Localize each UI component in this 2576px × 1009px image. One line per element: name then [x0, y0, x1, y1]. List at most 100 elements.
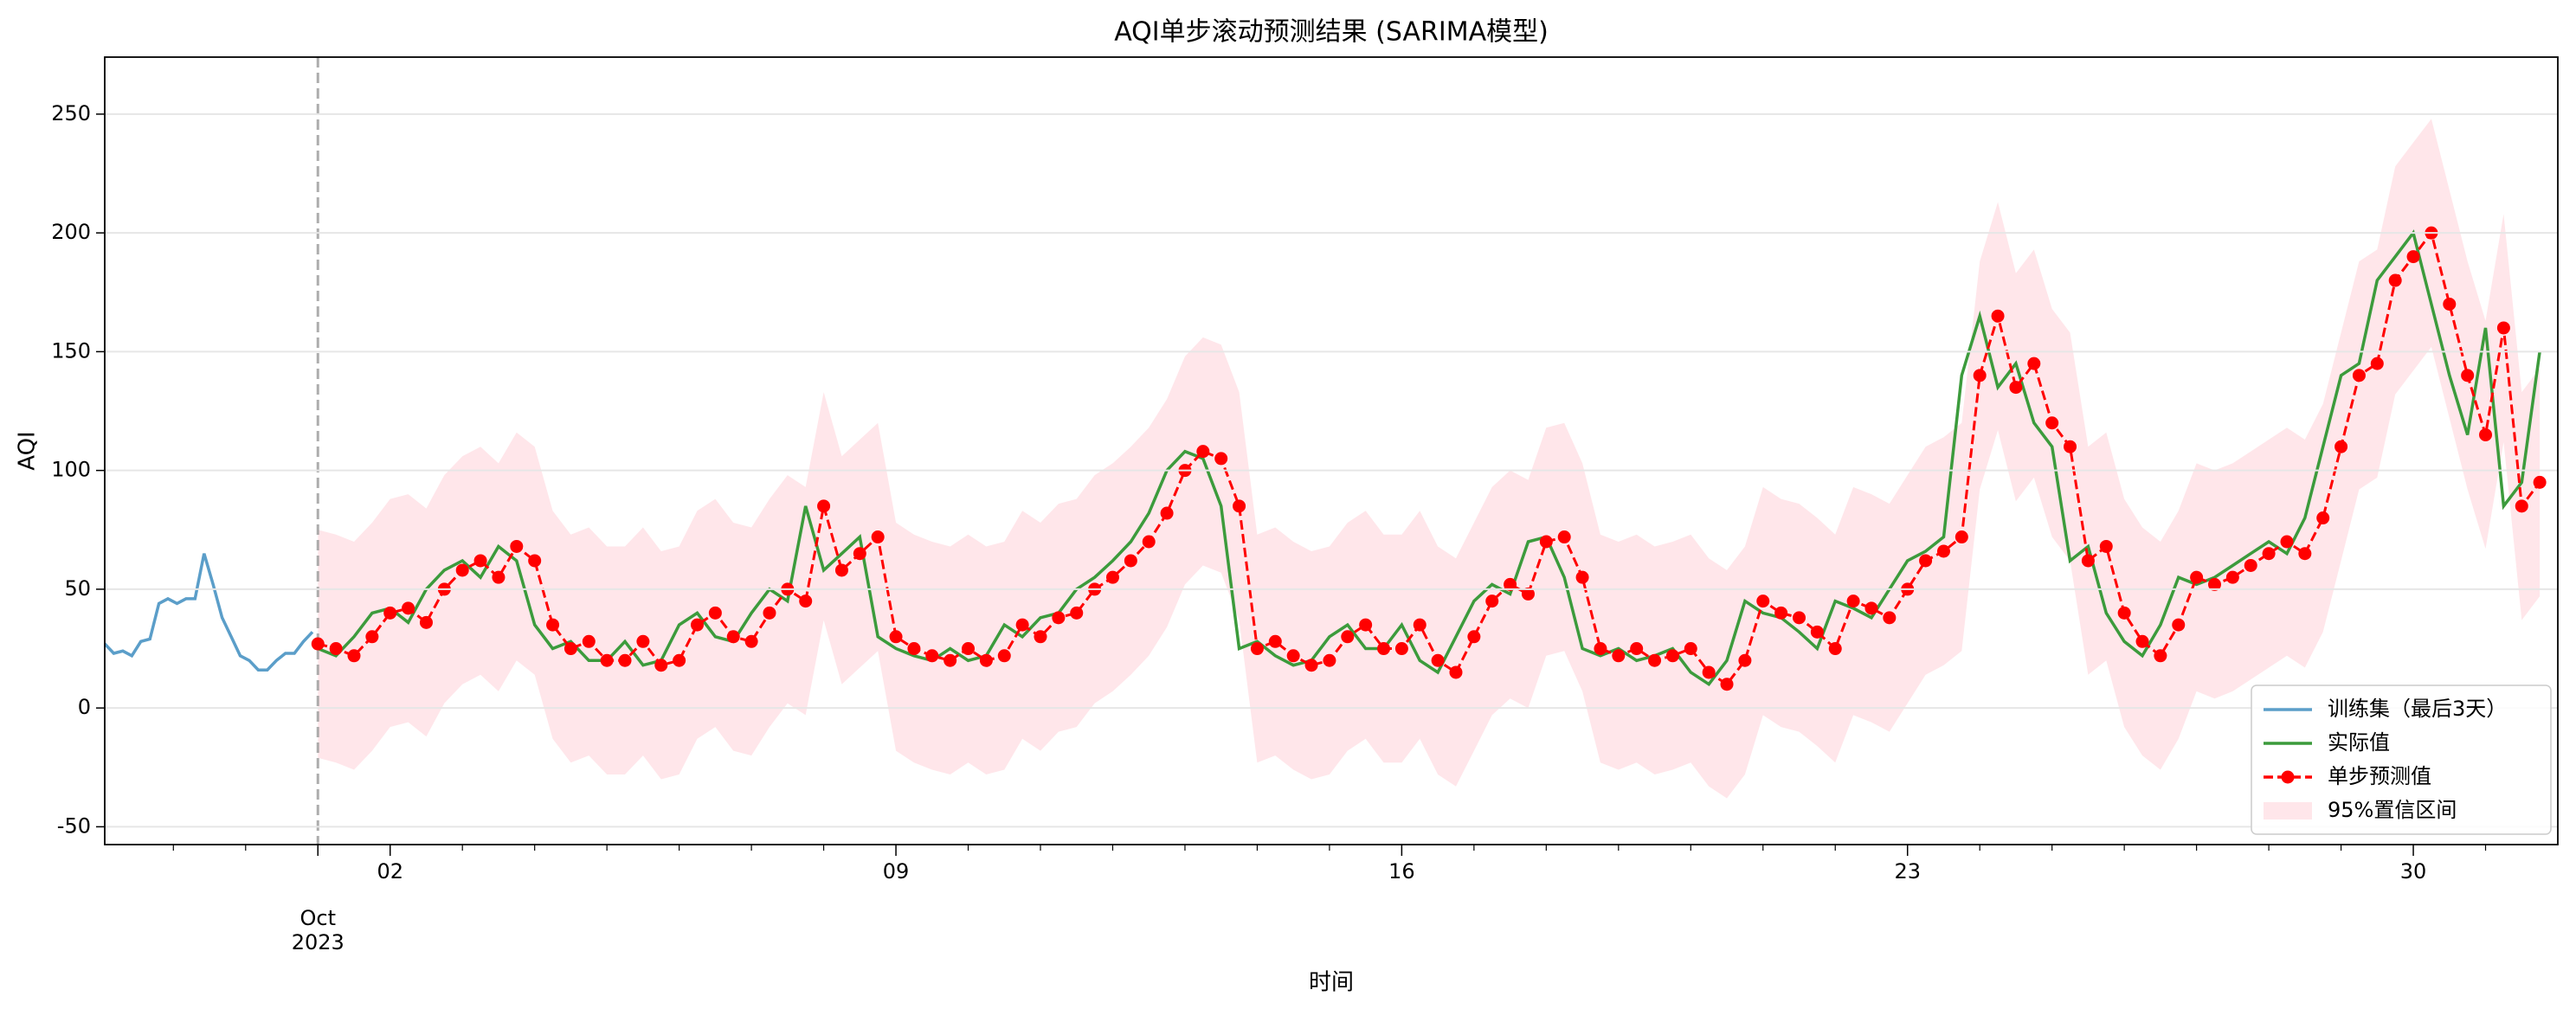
- predict-point: [311, 637, 325, 651]
- predict-point: [1738, 653, 1752, 667]
- predict-point: [473, 554, 487, 568]
- predict-point: [1810, 625, 1824, 639]
- x-tick-label: 16: [1388, 859, 1415, 884]
- predict-point: [1864, 601, 1878, 615]
- predict-point: [1160, 506, 1174, 520]
- predict-point: [1702, 665, 1716, 679]
- predict-point: [2461, 369, 2475, 382]
- predict-point: [365, 630, 379, 644]
- x-tick-label: 02: [377, 859, 403, 884]
- predict-point: [636, 634, 650, 648]
- predict-point: [419, 615, 433, 629]
- predict-point: [2298, 547, 2312, 561]
- predict-point: [546, 618, 560, 632]
- predict-point: [2099, 539, 2113, 553]
- y-tick-label: 200: [51, 220, 91, 244]
- predict-point: [1015, 618, 1029, 632]
- predict-point: [1394, 642, 1408, 656]
- plot-frame: [104, 56, 2559, 845]
- predict-point: [528, 554, 542, 568]
- predict-point: [1214, 452, 1228, 466]
- predict-point: [925, 649, 939, 663]
- predict-point: [2316, 511, 2330, 525]
- predict-point: [871, 530, 885, 544]
- predict-point: [907, 642, 921, 656]
- predict-point: [1919, 554, 1933, 568]
- predict-point: [2172, 618, 2186, 632]
- predict-point: [455, 563, 469, 577]
- predict-point: [1828, 642, 1842, 656]
- predict-point: [1467, 630, 1481, 644]
- predict-point: [2207, 577, 2221, 591]
- predict-point: [1233, 499, 1246, 513]
- train-line: [105, 553, 314, 672]
- predict-point: [1413, 618, 1426, 632]
- legend-marker: [2281, 770, 2295, 784]
- predict-point: [510, 539, 524, 553]
- predict-point: [383, 606, 397, 620]
- predict-point: [600, 653, 614, 667]
- predict-point: [1359, 618, 1373, 632]
- predict-point: [2515, 499, 2528, 513]
- predict-point: [943, 653, 957, 667]
- predict-point: [1991, 309, 2005, 323]
- legend-label: 单步预测值: [2328, 764, 2431, 788]
- predict-line: [317, 229, 2541, 686]
- predict-point: [1936, 544, 1950, 558]
- predict-point: [2533, 475, 2547, 489]
- predict-point: [654, 659, 668, 672]
- legend-box: [2251, 684, 2552, 835]
- predict-point: [2334, 440, 2348, 453]
- y-tick-label: 0: [78, 695, 91, 719]
- predict-point: [889, 630, 903, 644]
- predict-point: [744, 634, 758, 648]
- y-tick-label: 100: [51, 458, 91, 482]
- predict-point: [2027, 357, 2041, 370]
- predict-point: [2388, 273, 2402, 287]
- predict-point: [2225, 570, 2239, 584]
- predict-point: [1196, 445, 1210, 459]
- predict-point: [962, 642, 976, 656]
- legend-label: 实际值: [2328, 730, 2390, 755]
- predict-point: [1124, 554, 1137, 568]
- predict-point: [1323, 653, 1336, 667]
- predict-point: [1070, 606, 1084, 620]
- predict-point: [691, 618, 705, 632]
- predict-point: [1973, 369, 1987, 382]
- predict-point: [2262, 547, 2276, 561]
- predict-point: [726, 630, 740, 644]
- predict-point: [1142, 535, 1156, 549]
- confidence-band: [318, 119, 2541, 799]
- predict-point: [1630, 642, 1644, 656]
- predict-point: [834, 563, 848, 577]
- predict-point: [1341, 630, 1355, 644]
- predict-point: [564, 642, 577, 656]
- predict-point: [1774, 606, 1788, 620]
- predict-point: [1377, 642, 1391, 656]
- y-axis-label: AQI: [15, 431, 41, 470]
- predict-point: [1557, 530, 1571, 544]
- y-tick-label: 50: [64, 576, 91, 601]
- predict-point: [1431, 653, 1445, 667]
- predict-point: [1756, 594, 1770, 608]
- y-tick-label: 250: [51, 101, 91, 125]
- predict-point: [817, 499, 831, 513]
- predict-point: [1594, 642, 1607, 656]
- predict-point: [2406, 250, 2420, 264]
- predict-point: [1286, 649, 1300, 663]
- predict-point: [402, 601, 415, 615]
- predict-point: [1105, 570, 1119, 584]
- x-axis-label: 时间: [1309, 970, 1354, 996]
- predict-point: [1304, 659, 1318, 672]
- predict-point: [2496, 321, 2510, 335]
- predict-point: [1485, 594, 1499, 608]
- x-tick-label: 09: [883, 859, 910, 884]
- predict-point: [1539, 535, 1553, 549]
- predict-point: [673, 653, 686, 667]
- predict-point: [2443, 297, 2457, 311]
- predict-point: [2352, 369, 2366, 382]
- y-tick-label: 150: [51, 338, 91, 363]
- predict-point: [1612, 649, 1626, 663]
- predict-point: [853, 547, 866, 561]
